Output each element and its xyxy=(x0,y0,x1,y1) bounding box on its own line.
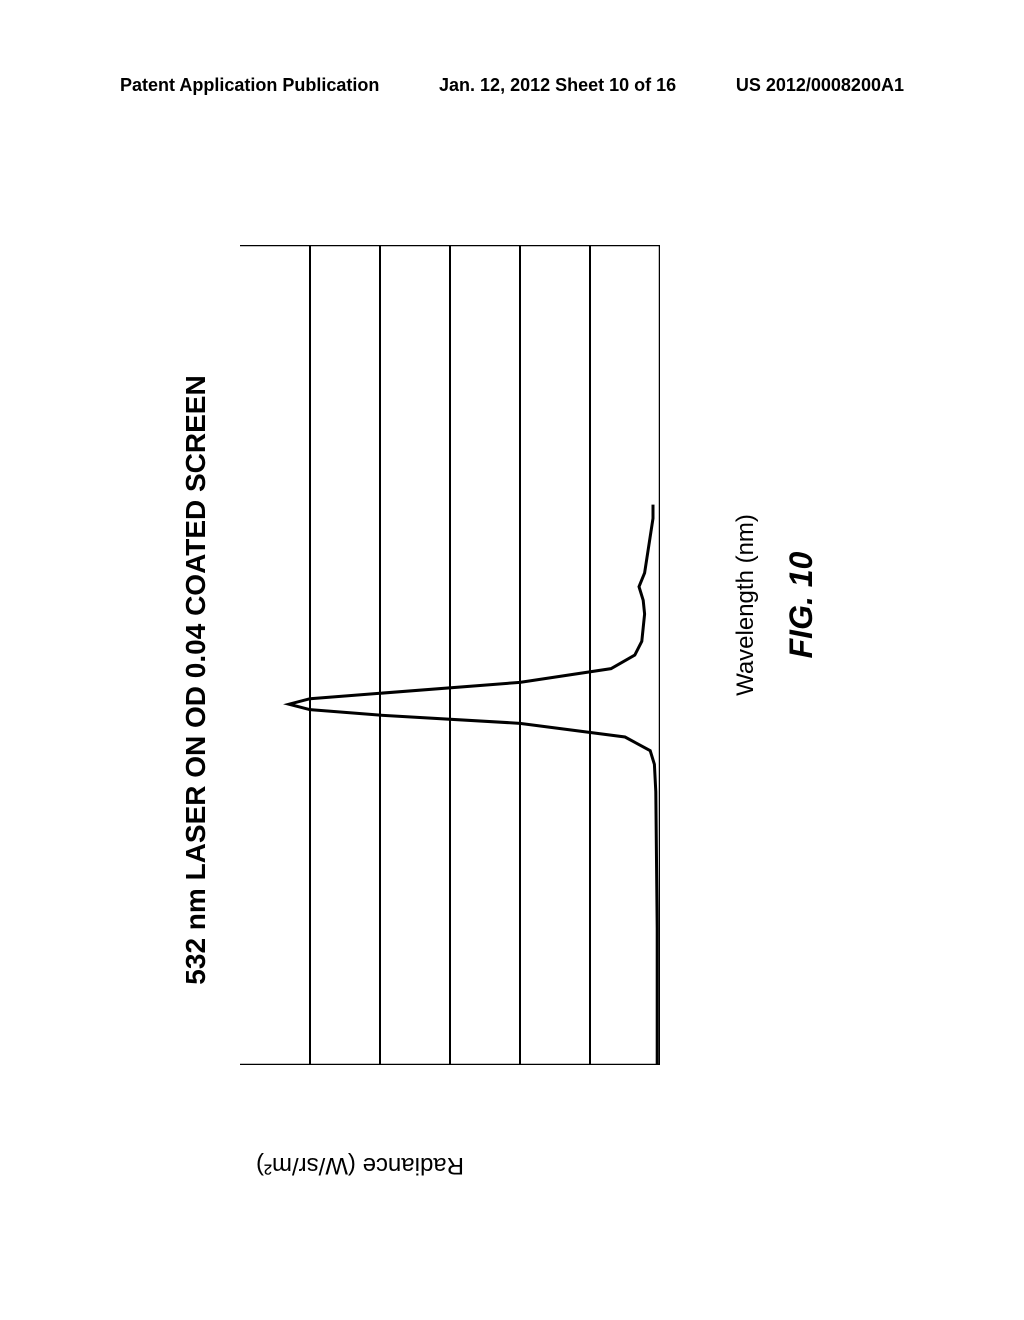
y-axis-label: Radiance (W/sr/m²) xyxy=(256,1151,464,1179)
header-center: Jan. 12, 2012 Sheet 10 of 16 xyxy=(439,75,676,96)
page-header: Patent Application Publication Jan. 12, … xyxy=(0,75,1024,96)
plot-area xyxy=(240,245,660,1065)
chart-svg xyxy=(240,245,660,1065)
chart-title: 532 nm LASER ON OD 0.04 COATED SCREEN xyxy=(180,155,212,1205)
x-axis-label: Wavelength (nm) xyxy=(732,155,760,1205)
figure-label: FIG. 10 xyxy=(783,155,820,1205)
header-right: US 2012/0008200A1 xyxy=(736,75,904,96)
chart-wrapper: 532 nm LASER ON OD 0.04 COATED SCREEN Ra… xyxy=(150,155,850,1205)
header-left: Patent Application Publication xyxy=(120,75,379,96)
figure-container: 532 nm LASER ON OD 0.04 COATED SCREEN Ra… xyxy=(150,155,850,1205)
